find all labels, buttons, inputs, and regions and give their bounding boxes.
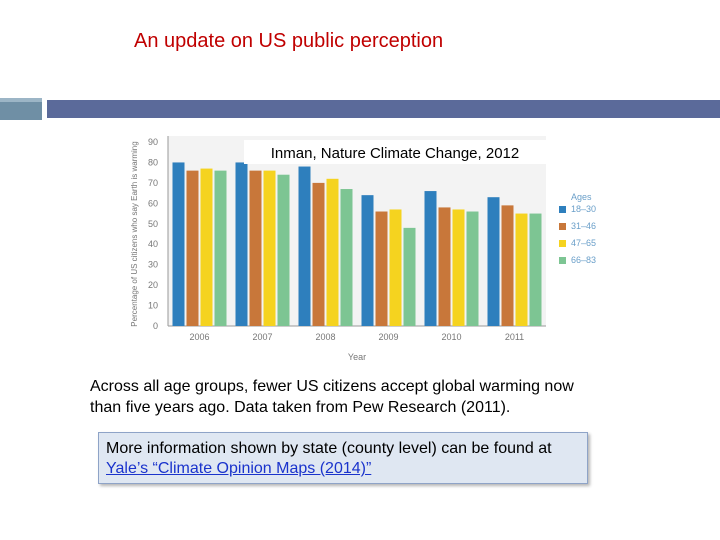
- y-tick-label: 80: [148, 157, 158, 167]
- y-tick-label: 60: [148, 198, 158, 208]
- y-tick-label: 0: [153, 321, 158, 331]
- x-tick-label: 2009: [378, 332, 398, 342]
- bar: [466, 211, 479, 326]
- chart-title-background: [244, 140, 546, 164]
- bar: [361, 195, 374, 326]
- bar: [403, 227, 416, 326]
- chart-container: 0 10 20 30 40 50 60 70 80 90 2006 2007 2008 2009 2010 2…: [110, 124, 604, 368]
- bar: [172, 162, 185, 326]
- bar: [186, 170, 199, 326]
- legend-swatch: [559, 257, 566, 264]
- chart-title: Inman, Nature Climate Change, 2012: [271, 145, 519, 162]
- x-tick-label: 2008: [315, 332, 335, 342]
- x-axis-label: Year: [348, 352, 366, 362]
- x-tick-label: 2010: [441, 332, 461, 342]
- plot-area: [168, 136, 546, 326]
- legend-entry: 18–30: [571, 204, 596, 214]
- bar: [452, 209, 465, 326]
- x-tick-label: 2007: [252, 332, 272, 342]
- bar: [487, 197, 500, 326]
- bar: [298, 166, 311, 326]
- legend-swatch: [559, 206, 566, 213]
- y-tick-label: 40: [148, 239, 158, 249]
- decorative-bar-right: [47, 100, 720, 118]
- bar: [438, 207, 451, 326]
- bar: [277, 174, 290, 326]
- y-tick-label: 30: [148, 260, 158, 270]
- decorative-bar-left-highlight: [0, 98, 42, 102]
- legend-swatch: [559, 240, 566, 247]
- caption: Across all age groups, fewer US citizens…: [90, 376, 690, 418]
- bar: [200, 168, 213, 326]
- bar: [249, 170, 262, 326]
- bar: [235, 162, 248, 326]
- caption-line-2: than five years ago. Data taken from Pew…: [90, 399, 511, 416]
- y-tick-label: 90: [148, 137, 158, 147]
- bar: [312, 182, 325, 326]
- y-tick-label: 70: [148, 178, 158, 188]
- decorative-bar-left: [0, 98, 42, 120]
- slide-title: An update on US public perception: [134, 30, 444, 52]
- info-text-block: More information shown by state (county …: [106, 439, 626, 479]
- bar: [389, 209, 402, 326]
- y-tick-label: 10: [148, 301, 158, 311]
- bar: [326, 178, 339, 326]
- info-text: More information shown by state (county …: [106, 440, 552, 457]
- bar: [340, 189, 353, 326]
- climate-opinion-maps-link[interactable]: Yale’s “Climate Opinion Maps (2014)”: [106, 460, 372, 477]
- bar: [424, 191, 437, 326]
- x-tick-label: 2011: [505, 332, 524, 342]
- bar: [501, 205, 514, 326]
- y-tick-label: 20: [148, 280, 158, 290]
- legend-entry: 66–83: [571, 255, 596, 265]
- legend-entry: 31–46: [571, 221, 596, 231]
- bar-chart: 0 10 20 30 40 50 60 70 80 90 2006 2007 2008 2009 2010 2…: [130, 136, 596, 362]
- legend-swatch: [559, 223, 566, 230]
- y-axis-label: Percentage of US citizens who say Earth …: [130, 141, 139, 326]
- bar: [529, 213, 542, 326]
- bar: [515, 213, 528, 326]
- x-tick-label: 2006: [189, 332, 209, 342]
- bar: [214, 170, 227, 326]
- caption-line-1: Across all age groups, fewer US citizens…: [90, 378, 574, 395]
- info-box: More information shown by state (county …: [98, 432, 588, 484]
- legend-entry: 47–65: [571, 238, 596, 248]
- legend-title: Ages: [571, 192, 592, 202]
- bar: [263, 170, 276, 326]
- bar: [375, 211, 388, 326]
- y-tick-label: 50: [148, 219, 158, 229]
